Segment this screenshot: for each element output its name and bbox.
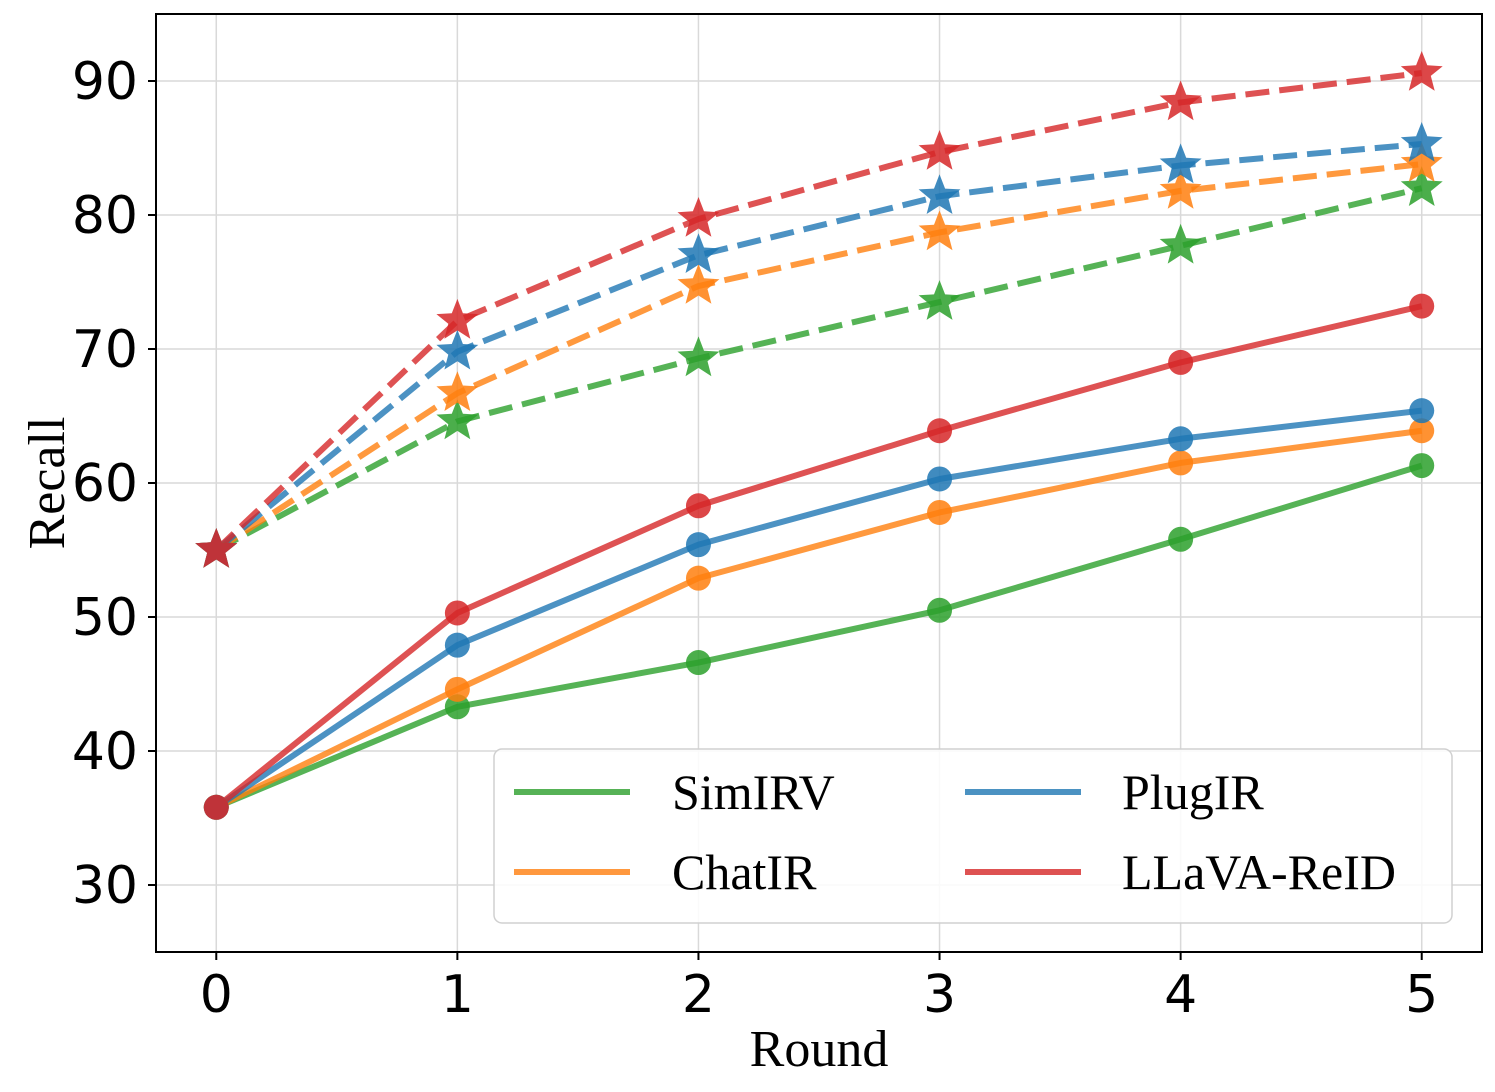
point-simirv-4 [1168,526,1194,552]
point-plugir-dashed-4 [1159,143,1202,184]
point-llava-reid-1 [444,600,470,626]
point-plugir-5 [1409,398,1435,424]
y-tick-label-30: 30 [72,856,138,916]
point-llava-reid-5 [1409,293,1435,319]
point-llava-reid-dashed-5 [1400,51,1443,91]
point-chatir-1 [444,676,470,702]
point-plugir-3 [927,466,953,492]
legend-label-llava-reid: LLaVA-ReID [1122,844,1396,900]
series-lines [214,69,1423,811]
point-llava-reid-dashed-4 [1159,80,1202,121]
point-plugir-dashed-1 [436,329,479,370]
point-chatir-3 [927,499,953,525]
y-tick-label-50: 50 [72,588,138,648]
point-simirv-2 [685,650,711,676]
series-line-chatir [214,427,1423,810]
point-plugir-dashed-3 [918,174,961,214]
point-simirv-dashed-3 [918,280,961,320]
point-llava-reid-4 [1168,349,1194,375]
point-plugir-4 [1168,426,1194,452]
series-markers [195,51,1443,820]
point-plugir-dashed-5 [1400,122,1443,162]
point-chatir-dashed-3 [918,210,961,251]
y-tick-label-80: 80 [72,186,138,246]
series-line-simirv [215,462,1423,811]
series-line-plugir [214,407,1423,810]
point-simirv-5 [1409,453,1435,479]
x-tick-label-0: 0 [200,965,233,1025]
legend-label-simirv: SimIRV [672,764,835,820]
point-llava-reid-3 [927,418,953,444]
x-tick-label-3: 3 [923,965,956,1025]
point-plugir-dashed-2 [677,233,720,273]
point-simirv-dashed-2 [677,336,720,377]
point-llava-reid-2 [685,493,711,519]
y-tick-label-90: 90 [72,52,138,112]
point-simirv-dashed-5 [1400,166,1443,206]
point-llava-reid-dashed-2 [677,197,720,237]
series-line-llava-reid-dashed [214,69,1423,553]
point-llava-reid-dashed-0 [195,528,238,568]
point-llava-reid-dashed-1 [436,298,479,339]
point-llava-reid-0 [203,794,229,820]
point-chatir-4 [1168,450,1194,476]
series-line-llava-reid [214,303,1423,810]
point-chatir-dashed-1 [436,371,479,411]
point-simirv-3 [927,597,953,623]
legend-box [493,748,1453,924]
x-tick-label-2: 2 [682,965,715,1025]
point-plugir-1 [444,632,470,658]
point-simirv-dashed-1 [436,399,479,440]
series-line-simirv-dashed [214,185,1423,553]
point-simirv-1 [444,694,470,720]
legend: SimIRV ChatIR PlugIR LLaVA-ReID [493,748,1453,924]
point-simirv-dashed-4 [1159,223,1202,264]
legend-label-plugir: PlugIR [1122,764,1264,820]
point-chatir-dashed-4 [1159,168,1202,209]
y-tick-label-70: 70 [72,320,138,380]
point-chatir-2 [685,565,711,591]
point-chatir-dashed-5 [1400,142,1443,182]
x-tick-label-4: 4 [1164,965,1197,1025]
x-axis-label: Round [750,1021,889,1078]
x-tick-label-5: 5 [1405,965,1438,1025]
series-line-chatir-dashed [214,161,1423,553]
point-llava-reid-dashed-3 [918,130,961,170]
y-tick-label-60: 60 [72,454,138,514]
x-tick-label-1: 1 [441,965,474,1025]
point-plugir-2 [685,532,711,558]
y-tick-label-40: 40 [72,722,138,782]
point-chatir-dashed-2 [677,264,720,304]
legend-label-chatir: ChatIR [672,844,817,900]
point-chatir-5 [1409,418,1435,444]
y-axis-label: Recall [19,417,76,550]
series-line-plugir-dashed [214,140,1422,553]
axis-ticks: 30 40 50 60 70 80 90 0 1 2 3 4 5 [72,52,1438,1025]
